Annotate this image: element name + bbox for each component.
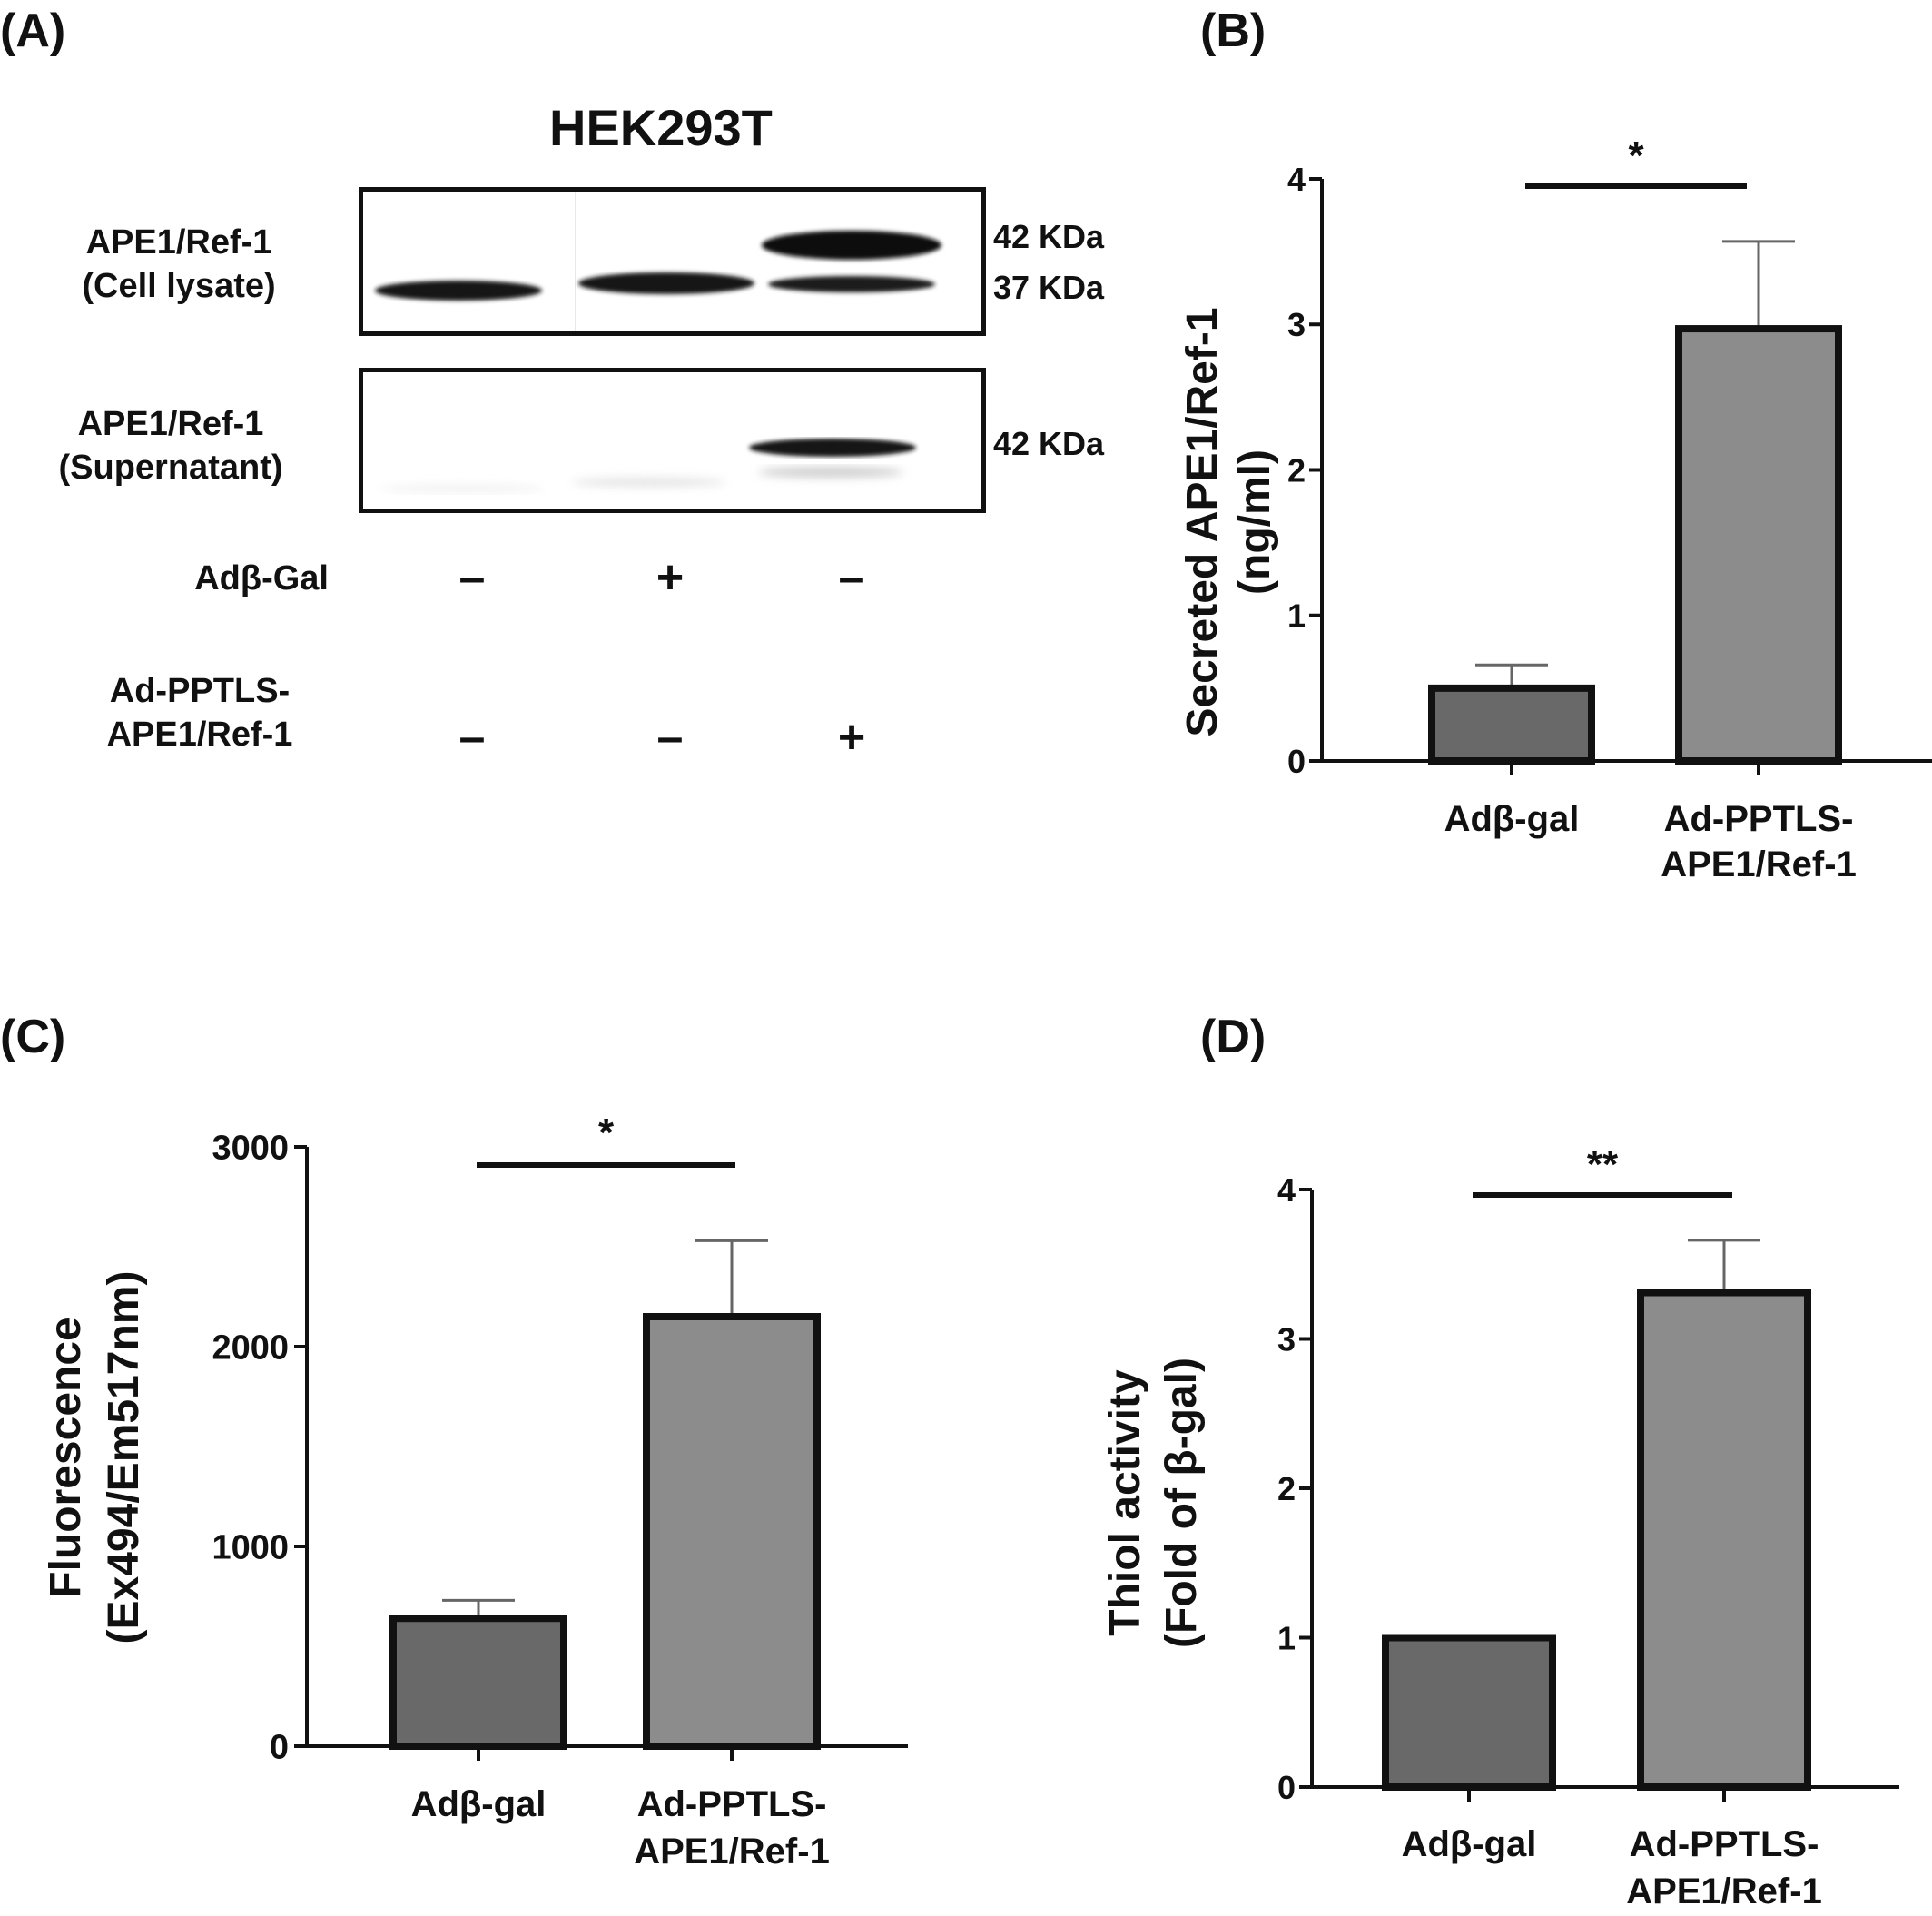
y-axis-label: (Fold of β-gal) — [1158, 1358, 1206, 1648]
y-tick-label: 1 — [1277, 1619, 1296, 1656]
blot2-label-line1: APE1/Ref-1 — [77, 405, 264, 443]
cell-line-title: HEK293T — [549, 99, 773, 156]
blot1-band-lane3-37kda — [768, 276, 935, 292]
bar — [1675, 325, 1842, 765]
y-tick-label: 3 — [1287, 306, 1306, 343]
bar — [1428, 684, 1595, 765]
blot2-band-lane3-42kda — [749, 439, 916, 457]
y-axis-label: Secreted APE1/Ref-1 — [1178, 307, 1227, 736]
x-category-label: Adβ-gal — [1402, 1824, 1537, 1864]
panel-a-letter: (A) — [0, 5, 66, 57]
x-category-label: Adβ-gal — [1444, 799, 1580, 839]
x-category-label: Ad-PPTLS- — [1664, 799, 1854, 839]
row2-sign-lane2: – — [656, 711, 684, 764]
y-tick-label: 4 — [1277, 1171, 1296, 1209]
row2-label: Ad-PPTLS- APE1/Ref-1 — [54, 670, 345, 756]
blot1-size-42: 42 KDa — [993, 218, 1105, 255]
blot2-label-line2: (Supernatant) — [58, 448, 283, 487]
x-category-label: APE1/Ref-1 — [1661, 844, 1857, 884]
y-tick-label: 3 — [1277, 1320, 1296, 1358]
x-category-label: Ad-PPTLS- — [1630, 1824, 1819, 1864]
y-tick-label: 2000 — [212, 1329, 289, 1368]
blot1-label-line1: APE1/Ref-1 — [85, 223, 272, 262]
significance-label: * — [598, 1111, 615, 1155]
y-axis-label: Thiol activity — [1101, 1369, 1149, 1636]
y-tick-label: 3000 — [212, 1130, 289, 1168]
blot2-label: APE1/Ref-1 (Supernatant) — [34, 403, 307, 489]
blot2-size-42: 42 KDa — [993, 425, 1105, 462]
x-category-label: Ad-PPTLS- — [637, 1784, 827, 1824]
blot2-supernatant — [359, 368, 986, 513]
bar — [643, 1313, 821, 1750]
row2-label-line2: APE1/Ref-1 — [106, 715, 293, 754]
significance-label: ** — [1587, 1142, 1619, 1187]
row2-label-line1: Ad-PPTLS- — [109, 672, 291, 710]
panel-b-letter: (B) — [1200, 5, 1267, 57]
bar — [389, 1615, 567, 1750]
blot1-band-lane1-37kda — [375, 281, 542, 301]
blot1-cell-lysate — [359, 187, 986, 336]
row1-sign-lane1: – — [458, 551, 486, 604]
x-category-label: APE1/Ref-1 — [634, 1832, 830, 1872]
y-tick-label: 1 — [1287, 598, 1306, 635]
y-tick-label: 0 — [1277, 1769, 1296, 1806]
y-axis-label: (Ex494/Em517nm) — [100, 1271, 148, 1644]
row1-label: Adβ-Gal — [194, 559, 329, 598]
blot1-label-line2: (Cell lysate) — [82, 266, 276, 305]
y-tick-label: 2 — [1287, 451, 1306, 489]
y-axis-label: Fluorescence — [42, 1317, 90, 1597]
x-category-label: APE1/Ref-1 — [1626, 1872, 1822, 1911]
panel-c-letter: (C) — [0, 1011, 66, 1063]
panel-d-letter: (D) — [1200, 1011, 1267, 1063]
blot1-size-37: 37 KDa — [993, 269, 1105, 306]
bar — [1382, 1634, 1556, 1791]
y-tick-label: 0 — [270, 1729, 289, 1767]
bar — [1637, 1289, 1811, 1791]
x-category-label: Adβ-gal — [411, 1784, 547, 1824]
significance-label: * — [1628, 133, 1644, 178]
row2-sign-lane1: – — [458, 711, 486, 764]
row1-sign-lane2: + — [656, 551, 685, 604]
y-axis-label: (ng/ml) — [1231, 449, 1279, 595]
blot1-band-lane2-37kda — [578, 272, 754, 294]
blot1-label: APE1/Ref-1 (Cell lysate) — [56, 222, 301, 308]
y-tick-label: 0 — [1287, 743, 1306, 780]
row1-sign-lane3: – — [838, 551, 865, 604]
blot1-band-lane3-42kda — [762, 231, 941, 260]
y-tick-label: 2 — [1277, 1470, 1296, 1507]
y-tick-label: 4 — [1287, 161, 1306, 198]
y-tick-label: 1000 — [212, 1529, 289, 1567]
row2-sign-lane3: + — [837, 711, 866, 764]
